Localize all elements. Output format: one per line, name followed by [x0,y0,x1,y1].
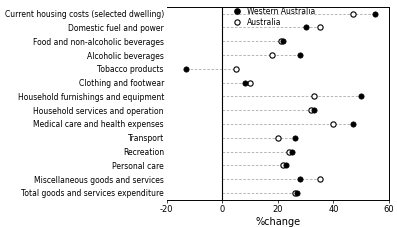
Legend: Western Australia, Australia: Western Australia, Australia [229,7,315,27]
X-axis label: %change: %change [255,217,301,227]
